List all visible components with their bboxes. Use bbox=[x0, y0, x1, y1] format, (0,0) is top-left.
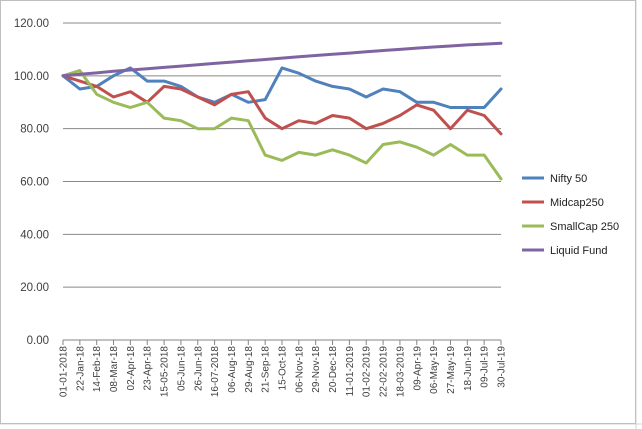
legend-label: Nifty 50 bbox=[550, 173, 587, 185]
series-lines bbox=[61, 41, 503, 181]
x-tick-label: 06-Nov-18 bbox=[294, 346, 305, 393]
horizontal-gridlines bbox=[63, 22, 501, 341]
x-tick-label: 15-Oct-18 bbox=[278, 346, 289, 391]
y-tick-label: 80.00 bbox=[20, 124, 49, 136]
x-tick-label: 29-Nov-18 bbox=[311, 346, 322, 393]
x-tick-label: 18-03-2019 bbox=[395, 346, 406, 398]
y-tick-label: 20.00 bbox=[20, 282, 49, 294]
x-tick-label: 16-07-2018 bbox=[210, 346, 221, 398]
x-tick-label: 22-Jan-18 bbox=[75, 346, 86, 391]
legend-label: Liquid Fund bbox=[550, 245, 608, 257]
x-tick-label: 01-01-2018 bbox=[59, 346, 70, 398]
x-axis: 01-01-2018 22-Jan-18 14-Feb-18 08-Mar-18 02-… bbox=[59, 340, 508, 397]
series-line-smallcap-250[interactable] bbox=[61, 69, 503, 181]
series-line-liquid-fund[interactable] bbox=[61, 41, 503, 78]
x-tick-label: 18-Jun-19 bbox=[463, 346, 474, 391]
x-tick-label: 08-Mar-18 bbox=[109, 346, 120, 393]
line-chart: 0.00 20.00 40.00 60.00 80.00 100.00 120.00 01-… bbox=[14, 18, 619, 397]
x-tick-label: 15-05-2018 bbox=[160, 346, 171, 398]
x-tick-label: 11-01-2019 bbox=[345, 346, 356, 397]
x-tick-label: 05-Jun-18 bbox=[176, 346, 187, 391]
x-tick-label: 26-Jun-18 bbox=[193, 346, 204, 391]
x-tick-label: 01-02-2019 bbox=[362, 346, 373, 398]
x-tick-label: 21-Sep-18 bbox=[261, 346, 272, 393]
x-tick-label: 02-Apr-18 bbox=[126, 346, 137, 391]
series-line-nifty-50[interactable] bbox=[61, 66, 503, 109]
y-tick-label: 100.00 bbox=[14, 71, 49, 83]
legend-label: Midcap250 bbox=[550, 197, 604, 209]
y-tick-label: 120.00 bbox=[14, 18, 49, 30]
y-tick-label: 40.00 bbox=[20, 229, 49, 241]
legend[interactable]: Nifty 50 Midcap250 SmallCap 250 Liquid Fund bbox=[522, 173, 619, 257]
y-axis: 0.00 20.00 40.00 60.00 80.00 100.00 120.00 bbox=[14, 18, 49, 347]
chart-area[interactable]: 0.00 20.00 40.00 60.00 80.00 100.00 120.00 01-… bbox=[0, 0, 636, 424]
x-tick-label: 22-02-2019 bbox=[379, 346, 390, 398]
x-tick-label: 27-May-19 bbox=[446, 346, 457, 394]
y-tick-label: 60.00 bbox=[20, 177, 49, 189]
x-tick-label: 29-Aug-18 bbox=[244, 346, 255, 393]
x-tick-label: 06-Aug-18 bbox=[227, 346, 238, 393]
x-tick-label: 09-Apr-19 bbox=[412, 346, 423, 391]
x-tick-label: 06-May-19 bbox=[429, 346, 440, 394]
series-line-midcap250[interactable] bbox=[61, 74, 503, 136]
x-tick-label: 20-Dec-18 bbox=[328, 346, 339, 393]
x-tick-label: 09-Jul-19 bbox=[480, 346, 491, 388]
legend-label: SmallCap 250 bbox=[550, 221, 619, 233]
x-tick-label: 23-Apr-18 bbox=[143, 346, 154, 391]
y-tick-label: 0.00 bbox=[27, 335, 49, 347]
x-tick-label: 30-Jul-19 bbox=[497, 346, 508, 388]
x-tick-label: 14-Feb-18 bbox=[92, 346, 103, 393]
